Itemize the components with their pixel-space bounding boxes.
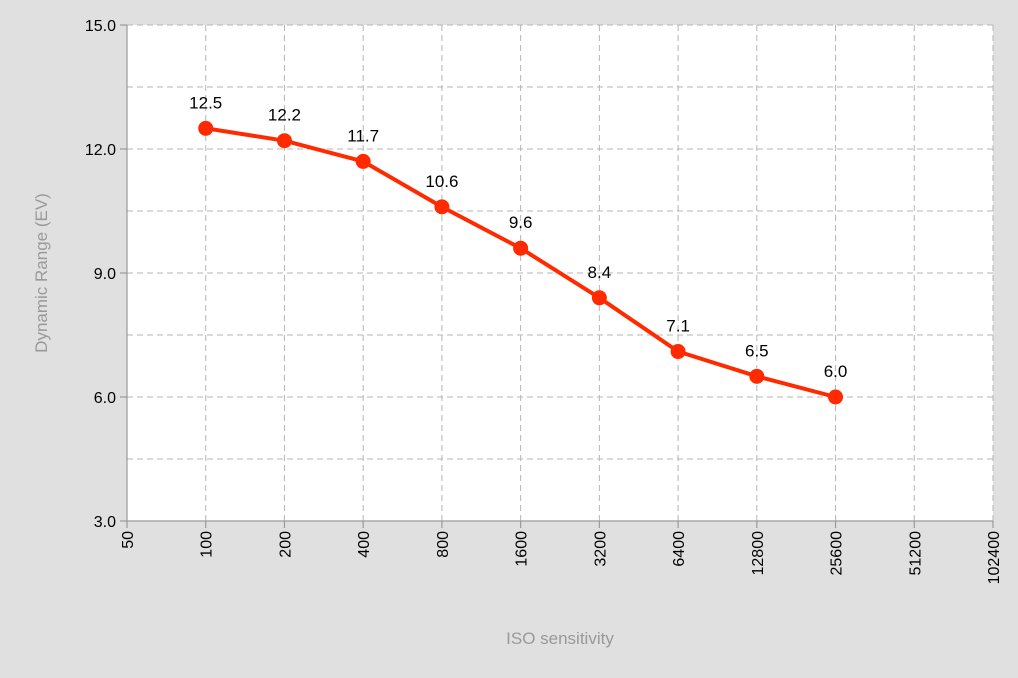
x-tick-label: 400 xyxy=(356,531,373,558)
data-point xyxy=(749,368,765,384)
y-tick-label: 3.0 xyxy=(94,514,116,531)
data-point xyxy=(276,133,292,149)
axis-layer xyxy=(120,24,994,528)
data-label: 12.5 xyxy=(189,93,222,112)
data-point xyxy=(198,120,214,136)
x-axis-title: ISO sensitivity xyxy=(506,629,614,648)
y-tick-label: 6.0 xyxy=(94,390,116,407)
data-point xyxy=(355,153,371,169)
y-tick-label: 9.0 xyxy=(94,266,116,283)
data-label: 8.4 xyxy=(588,263,612,282)
data-label: 7.1 xyxy=(666,317,690,336)
x-tick-label: 800 xyxy=(435,531,452,558)
x-tick-label: 200 xyxy=(277,531,294,558)
data-point xyxy=(591,290,607,306)
data-point xyxy=(434,199,450,215)
x-tick-label: 102400 xyxy=(986,531,1003,584)
x-tick-label: 50 xyxy=(120,531,137,549)
y-axis-title: Dynamic Range (EV) xyxy=(32,193,51,353)
y-tick-label: 15.0 xyxy=(85,18,116,35)
data-point xyxy=(513,240,529,256)
data-label: 10.6 xyxy=(425,172,458,191)
data-label: 9.6 xyxy=(509,213,533,232)
data-label: 12.2 xyxy=(268,106,301,125)
tick-labels: 3.0 6.0 9.0 12.0 15.0 50 100 200 400 800 1600 3200 6… xyxy=(85,18,1003,584)
grid-layer xyxy=(127,24,994,521)
data-label: 11.7 xyxy=(347,126,379,145)
x-tick-label: 25600 xyxy=(829,531,846,576)
x-tick-label: 1600 xyxy=(514,531,531,567)
data-point xyxy=(828,389,844,405)
x-tick-label: 51200 xyxy=(907,531,924,576)
x-tick-label: 12800 xyxy=(750,531,767,576)
data-label: 6.5 xyxy=(745,341,769,360)
y-tick-label: 12.0 xyxy=(85,142,116,159)
data-point xyxy=(670,344,686,360)
series-layer: 12.5 12.2 11.7 10.6 9.6 8.4 7.1 6.5 6.0 xyxy=(189,93,848,405)
data-label: 6.0 xyxy=(824,362,848,381)
x-tick-label: 100 xyxy=(199,531,216,558)
x-tick-label: 3200 xyxy=(592,531,609,567)
x-tick-label: 6400 xyxy=(671,531,688,567)
